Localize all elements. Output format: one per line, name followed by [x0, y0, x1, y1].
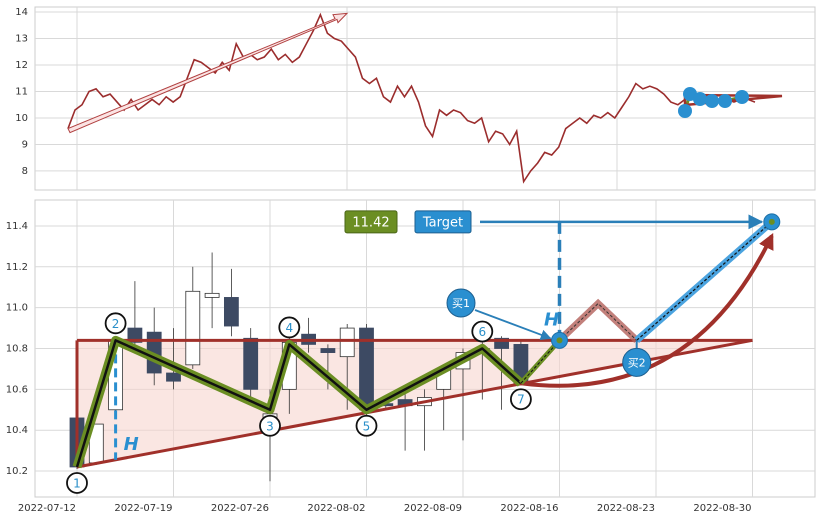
x-tick-label: 2022-08-30	[693, 503, 751, 514]
pattern-point-label: 3	[266, 419, 274, 433]
trend-arrow	[67, 12, 349, 134]
mini-dot	[693, 92, 707, 106]
height-label: H	[544, 309, 559, 330]
x-tick-label: 2022-08-23	[597, 503, 655, 514]
y-tick-label: 10.6	[6, 384, 28, 395]
candle-body	[320, 348, 336, 353]
target-path	[634, 219, 775, 343]
target-label: Target	[422, 215, 463, 230]
y-tick-label: 13	[15, 34, 28, 45]
pattern-point-badge	[355, 414, 378, 437]
price-line	[67, 12, 756, 184]
y-tick-label: 10	[15, 113, 28, 124]
signal-badge	[446, 288, 476, 318]
mini-dot	[735, 90, 749, 104]
x-tick-label: 2022-07-26	[211, 503, 269, 514]
y-tick-label: 11.2	[6, 262, 28, 273]
signal1-pointer	[474, 309, 552, 340]
y-tick-label: 14	[15, 7, 28, 18]
y-tick-label: 10.4	[6, 425, 28, 436]
candle-layer: 10.2 10.4 10.6 11.0 10.8 11.2 11.4 2022-07-12 20…	[6, 200, 815, 514]
pattern-point-badge	[66, 472, 88, 494]
signal-label: 买2	[628, 356, 646, 369]
pattern-point-badge	[278, 316, 301, 339]
breakout-link	[519, 338, 562, 385]
mini-triangle	[683, 93, 783, 107]
pattern-point-label: 5	[363, 419, 371, 433]
x-tick-label: 2022-08-16	[500, 503, 558, 514]
pattern-point-label: 7	[517, 393, 525, 407]
x-tick-label: 2022-07-12	[18, 503, 76, 514]
candle-body	[127, 327, 143, 343]
candle-body	[204, 292, 220, 298]
pattern-point-label: 4	[285, 321, 293, 335]
signal-badge	[622, 347, 652, 377]
mini-dot	[718, 94, 732, 108]
y-tick-label: 11.0	[6, 303, 28, 314]
signal-label: 买1	[452, 297, 470, 310]
key-point-center	[768, 218, 775, 225]
candle-body	[223, 297, 239, 327]
pattern-point-badge	[259, 414, 281, 437]
key-point-center	[556, 337, 563, 344]
x-tick-label: 2022-07-19	[114, 503, 172, 514]
x-tick-label: 2022-08-09	[404, 503, 462, 514]
pattern-point-badge	[471, 320, 494, 343]
candle-body	[243, 337, 259, 390]
height-label: H	[124, 434, 139, 455]
y-tick-label: 9	[22, 139, 28, 150]
candle-body	[494, 337, 510, 349]
pattern-point-label: 2	[112, 317, 120, 331]
mini-dot	[678, 104, 692, 118]
candle-body	[166, 372, 181, 382]
pattern-point-label: 1	[73, 476, 81, 490]
pattern-inner	[75, 339, 522, 468]
target-box	[414, 210, 472, 234]
target-value-box	[344, 210, 398, 234]
top-vgrid	[76, 7, 618, 190]
candle-body	[339, 327, 355, 358]
pattern-point-badge	[510, 388, 532, 411]
pattern-point-badge	[104, 312, 127, 335]
breakout-curve	[520, 232, 774, 388]
y-tick-label: 12	[15, 60, 28, 71]
candle-body	[185, 290, 201, 366]
y-tick-label: 8	[22, 166, 28, 177]
pattern-point-label: 6	[478, 325, 486, 339]
y-tick-label: 10.8	[6, 344, 28, 355]
x-tick-label: 2022-08-02	[307, 503, 365, 514]
mini-dot	[705, 94, 719, 108]
target-value: 11.42	[352, 215, 389, 230]
y-tick-label: 11.4	[6, 221, 28, 232]
projection-core	[559, 302, 638, 341]
y-tick-label: 11	[15, 86, 28, 97]
y-tick-label: 10.2	[6, 466, 28, 477]
